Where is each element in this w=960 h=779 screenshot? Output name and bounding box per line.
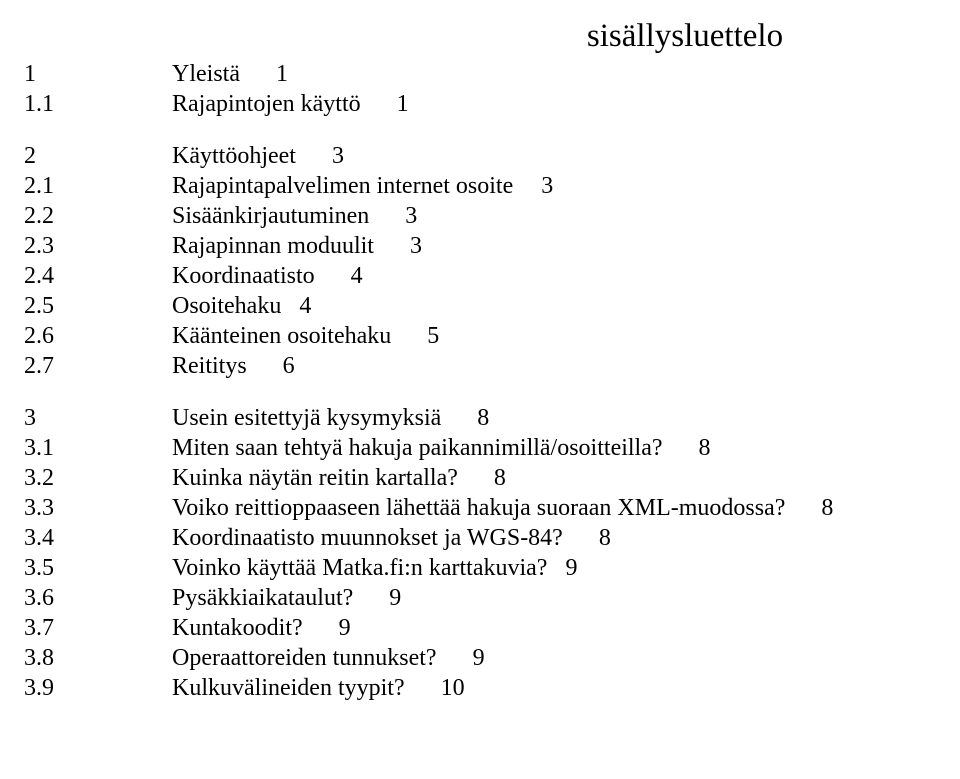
- toc-number: 3.5: [24, 553, 172, 583]
- toc-row: 3Usein esitettyjä kysymyksiä8: [24, 403, 936, 433]
- toc-number: 3.3: [24, 493, 172, 523]
- toc-row: 3.2Kuinka näytän reitin kartalla?8: [24, 463, 936, 493]
- toc-row: 2.3Rajapinnan moduulit3: [24, 231, 936, 261]
- toc-row: 1.1Rajapintojen käyttö1: [24, 89, 936, 119]
- toc-number: 3.2: [24, 463, 172, 493]
- toc-label: Rajapintapalvelimen internet osoite: [172, 171, 513, 201]
- toc-row: 2.1Rajapintapalvelimen internet osoite3: [24, 171, 936, 201]
- toc-page: 5: [391, 321, 439, 351]
- toc-number: 1: [24, 59, 172, 89]
- toc-label: Operaattoreiden tunnukset?: [172, 643, 437, 673]
- toc-row: 2.5Osoitehaku4: [24, 291, 936, 321]
- toc-number: 2.3: [24, 231, 172, 261]
- toc-number: 3.1: [24, 433, 172, 463]
- toc-row: 3.7Kuntakoodit?9: [24, 613, 936, 643]
- toc-number: 3.4: [24, 523, 172, 553]
- toc-number: 2.4: [24, 261, 172, 291]
- toc-label: Käänteinen osoitehaku: [172, 321, 391, 351]
- toc-label: Käyttöohjeet: [172, 141, 296, 171]
- toc-label: Kulkuvälineiden tyypit?: [172, 673, 405, 703]
- toc-label: Koordinaatisto muunnokset ja WGS-84?: [172, 523, 563, 553]
- toc-page: 3: [369, 201, 417, 231]
- toc-row: 3.6Pysäkkiaikataulut?9: [24, 583, 936, 613]
- toc-number: 2.7: [24, 351, 172, 381]
- toc-number: 1.1: [24, 89, 172, 119]
- toc-row: 3.9Kulkuvälineiden tyypit?10: [24, 673, 936, 703]
- toc-page: 1: [361, 89, 409, 119]
- toc-row: 3.3Voiko reittioppaaseen lähettää hakuja…: [24, 493, 936, 523]
- toc-page: 9: [547, 553, 577, 583]
- toc-label: Kuntakoodit?: [172, 613, 303, 643]
- toc-row: 2.4Koordinaatisto4: [24, 261, 936, 291]
- toc-row: 2.7Reititys6: [24, 351, 936, 381]
- toc-label: Sisäänkirjautuminen: [172, 201, 369, 231]
- toc-page: 6: [247, 351, 295, 381]
- toc-page: 9: [437, 643, 485, 673]
- toc-label: Kuinka näytän reitin kartalla?: [172, 463, 458, 493]
- toc-number: 2: [24, 141, 172, 171]
- toc-label: Reititys: [172, 351, 247, 381]
- toc-row: 2.6Käänteinen osoitehaku5: [24, 321, 936, 351]
- toc-number: 2.1: [24, 171, 172, 201]
- toc-number: 2.5: [24, 291, 172, 321]
- toc-row: 3.4Koordinaatisto muunnokset ja WGS-84?8: [24, 523, 936, 553]
- toc-number: 2.2: [24, 201, 172, 231]
- toc-number: 3: [24, 403, 172, 433]
- toc-number: 3.9: [24, 673, 172, 703]
- toc-label: Koordinaatisto: [172, 261, 315, 291]
- toc-container: 1Yleistä11.1Rajapintojen käyttö12Käyttöo…: [24, 59, 936, 703]
- toc-page: 3: [513, 171, 553, 201]
- toc-number: 3.7: [24, 613, 172, 643]
- toc-page: 1: [240, 59, 288, 89]
- toc-page: 9: [303, 613, 351, 643]
- toc-number: 3.8: [24, 643, 172, 673]
- toc-block: 1Yleistä11.1Rajapintojen käyttö1: [24, 59, 936, 119]
- toc-row: 3.5Voinko käyttää Matka.fi:n karttakuvia…: [24, 553, 936, 583]
- toc-page: 8: [563, 523, 611, 553]
- toc-page: 3: [374, 231, 422, 261]
- toc-row: 3.8Operaattoreiden tunnukset?9: [24, 643, 936, 673]
- toc-label: Osoitehaku: [172, 291, 281, 321]
- toc-label: Voinko käyttää Matka.fi:n karttakuvia?: [172, 553, 547, 583]
- toc-row: 2Käyttöohjeet3: [24, 141, 936, 171]
- toc-row: 1Yleistä1: [24, 59, 936, 89]
- toc-page: 8: [458, 463, 506, 493]
- toc-label: Voiko reittioppaaseen lähettää hakuja su…: [172, 493, 785, 523]
- toc-page: 9: [353, 583, 401, 613]
- toc-number: 3.6: [24, 583, 172, 613]
- toc-page: 4: [281, 291, 311, 321]
- toc-page: 8: [441, 403, 489, 433]
- toc-page: 8: [785, 493, 833, 523]
- toc-block: 3Usein esitettyjä kysymyksiä83.1Miten sa…: [24, 403, 936, 703]
- toc-row: 3.1Miten saan tehtyä hakuja paikannimill…: [24, 433, 936, 463]
- toc-label: Usein esitettyjä kysymyksiä: [172, 403, 441, 433]
- toc-label: Pysäkkiaikataulut?: [172, 583, 353, 613]
- toc-page: 4: [315, 261, 363, 291]
- toc-block: 2Käyttöohjeet32.1Rajapintapalvelimen int…: [24, 141, 936, 381]
- toc-page: 3: [296, 141, 344, 171]
- toc-row: 2.2Sisäänkirjautuminen3: [24, 201, 936, 231]
- toc-page: 10: [405, 673, 465, 703]
- toc-title: sisällysluettelo: [434, 16, 936, 57]
- toc-label: Rajapinnan moduulit: [172, 231, 374, 261]
- toc-label: Yleistä: [172, 59, 240, 89]
- toc-page: 8: [663, 433, 711, 463]
- toc-label: Miten saan tehtyä hakuja paikannimillä/o…: [172, 433, 663, 463]
- toc-number: 2.6: [24, 321, 172, 351]
- toc-label: Rajapintojen käyttö: [172, 89, 361, 119]
